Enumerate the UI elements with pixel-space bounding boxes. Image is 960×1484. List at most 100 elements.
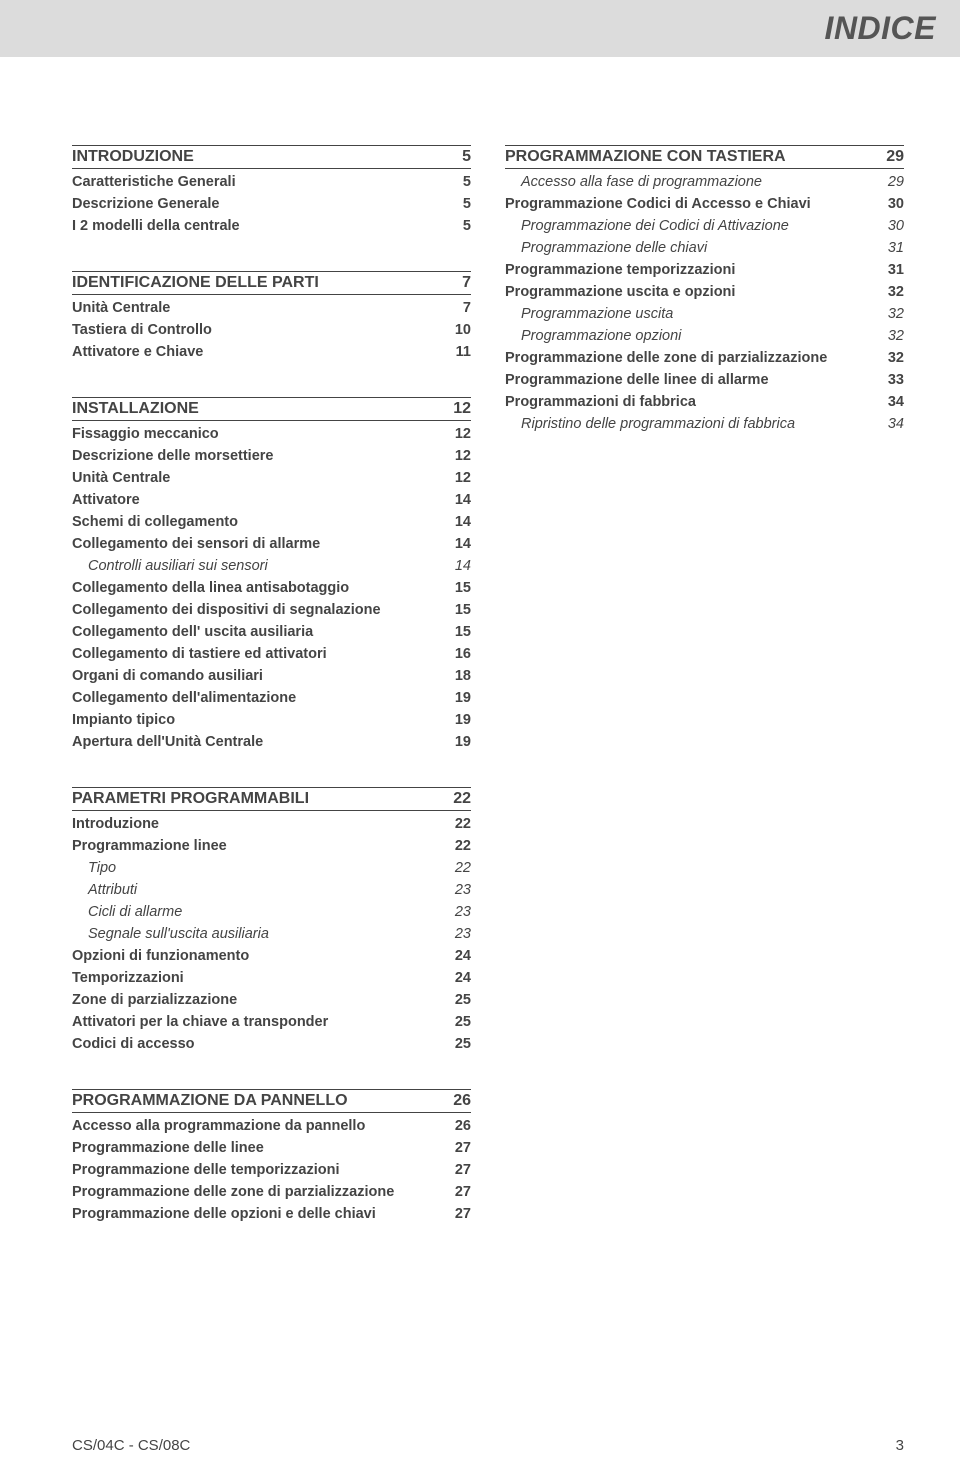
toc-row-page: 27: [443, 1182, 471, 1202]
toc-section-head: PROGRAMMAZIONE CON TASTIERA 29: [505, 145, 904, 169]
toc-row-page: 24: [443, 946, 471, 966]
toc-row: Introduzione22: [72, 813, 471, 835]
toc-row-page: 14: [443, 556, 471, 576]
toc-row: Attivatore e Chiave 11: [72, 341, 471, 363]
toc-row-label: Attivatore e Chiave: [72, 342, 203, 362]
toc-section-label: PROGRAMMAZIONE CON TASTIERA: [505, 148, 786, 166]
toc-row: Programmazione delle linee27: [72, 1137, 471, 1159]
toc-row-label: Apertura dell'Unità Centrale: [72, 732, 263, 752]
toc-row-page: 32: [876, 304, 904, 324]
toc-row: Programmazione delle linee di allarme33: [505, 369, 904, 391]
toc-row-page: 23: [443, 924, 471, 944]
left-column: INTRODUZIONE5Caratteristiche Generali5De…: [72, 145, 471, 1259]
toc-section-label: INSTALLAZIONE: [72, 400, 199, 418]
toc-row-label: Schemi di collegamento: [72, 512, 238, 532]
toc-row-page: 16: [443, 644, 471, 664]
toc-row: Attivatore14: [72, 489, 471, 511]
toc-section-label: PARAMETRI PROGRAMMABILI: [72, 790, 309, 808]
toc-row-label: Unità Centrale: [72, 468, 170, 488]
toc-row-page: 31: [876, 260, 904, 280]
toc-row: Programmazione uscita e opzioni32: [505, 281, 904, 303]
toc-row-label: Programmazione dei Codici di Attivazione: [521, 216, 789, 236]
toc-row-page: 22: [443, 858, 471, 878]
toc-row-page: 15: [443, 622, 471, 642]
toc-row-label: Attributi: [88, 880, 137, 900]
toc-section: IDENTIFICAZIONE DELLE PARTI7Unità Centra…: [72, 271, 471, 363]
toc-row: Programmazione delle zone di parzializza…: [72, 1181, 471, 1203]
toc-section-page: 7: [443, 274, 471, 292]
toc-row-page: 24: [443, 968, 471, 988]
toc-row-page: 25: [443, 1012, 471, 1032]
toc-row: Collegamento dell'alimentazione19: [72, 687, 471, 709]
toc-row-page: 23: [443, 880, 471, 900]
title-bar: INDICE: [0, 0, 960, 57]
toc-row-page: 15: [443, 578, 471, 598]
page: INDICE INTRODUZIONE5Caratteristiche Gene…: [0, 0, 960, 1484]
toc-row: Programmazioni di fabbrica34: [505, 391, 904, 413]
page-footer: CS/04C - CS/08C 3: [72, 1437, 904, 1454]
toc-row-label: Codici di accesso: [72, 1034, 195, 1054]
toc-section: PROGRAMMAZIONE DA PANNELLO26Accesso alla…: [72, 1089, 471, 1225]
toc-section-label: IDENTIFICAZIONE DELLE PARTI: [72, 274, 319, 292]
toc-row-label: Programmazione Codici di Accesso e Chiav…: [505, 194, 811, 214]
toc-row-page: 25: [443, 1034, 471, 1054]
toc-row-page: 18: [443, 666, 471, 686]
toc-row-label: I 2 modelli della centrale: [72, 216, 240, 236]
toc-row-page: 19: [443, 732, 471, 752]
toc-row-page: 11: [443, 342, 471, 362]
toc-section: INSTALLAZIONE12Fissaggio meccanico12Desc…: [72, 397, 471, 753]
toc-section: PROGRAMMAZIONE CON TASTIERA 29 Accesso all…: [505, 145, 904, 435]
page-title: INDICE: [0, 10, 936, 47]
toc-row: Accesso alla programmazione da pannello 2…: [72, 1115, 471, 1137]
toc-row: Programmazione opzioni32: [505, 325, 904, 347]
toc-row-page: 27: [443, 1160, 471, 1180]
toc-row-label: Programmazione temporizzazioni: [505, 260, 735, 280]
toc-row-page: 5: [443, 172, 471, 192]
toc-section-head: INSTALLAZIONE12: [72, 397, 471, 421]
toc-row-page: 23: [443, 902, 471, 922]
toc-row-page: 26: [443, 1116, 471, 1136]
toc-section-page: 26: [443, 1092, 471, 1110]
toc-row-label: Descrizione delle morsettiere: [72, 446, 273, 466]
toc-section-head: INTRODUZIONE5: [72, 145, 471, 169]
toc-row-page: 27: [443, 1138, 471, 1158]
toc-row-label: Attivatore: [72, 490, 140, 510]
toc-row-label: Accesso alla fase di programmazione: [521, 172, 762, 192]
toc-row: Programmazione delle temporizzazioni27: [72, 1159, 471, 1181]
toc-row-label: Temporizzazioni: [72, 968, 184, 988]
toc-row: Zone di parzializzazione25: [72, 989, 471, 1011]
toc-row: Fissaggio meccanico12: [72, 423, 471, 445]
toc-row-label: Accesso alla programmazione da pannello: [72, 1116, 365, 1136]
toc-section-head: IDENTIFICAZIONE DELLE PARTI 7: [72, 271, 471, 295]
toc-row-page: 14: [443, 512, 471, 532]
toc-row-label: Attivatori per la chiave a transponder: [72, 1012, 328, 1032]
toc-row-page: 30: [876, 194, 904, 214]
toc-row: Tastiera di Controllo10: [72, 319, 471, 341]
toc-row: Programmazione Codici di Accesso e Chiav…: [505, 193, 904, 215]
toc-row-label: Collegamento dell'alimentazione: [72, 688, 296, 708]
toc-row: Programmazione delle zone di parzializza…: [505, 347, 904, 369]
toc-row: Collegamento della linea antisabotaggio1…: [72, 577, 471, 599]
footer-page-number: 3: [896, 1437, 904, 1454]
toc-row-label: Controlli ausiliari sui sensori: [88, 556, 268, 576]
toc-section-page: 29: [876, 148, 904, 166]
toc-row: Collegamento dei dispositivi di segnalaz…: [72, 599, 471, 621]
toc-row: Programmazione uscita32: [505, 303, 904, 325]
toc-row: Controlli ausiliari sui sensori 14: [72, 555, 471, 577]
toc-row: Ripristino delle programmazioni di fabbr…: [505, 413, 904, 435]
toc-row: Programmazione delle opzioni e delle chi…: [72, 1203, 471, 1225]
toc-row: Cicli di allarme23: [72, 901, 471, 923]
toc-row: Programmazione linee22: [72, 835, 471, 857]
toc-row: Organi di comando ausiliari18: [72, 665, 471, 687]
toc-row-label: Ripristino delle programmazioni di fabbr…: [521, 414, 795, 434]
toc-row: Descrizione delle morsettiere12: [72, 445, 471, 467]
toc-section-page: 22: [443, 790, 471, 808]
toc-row: Programmazione delle chiavi31: [505, 237, 904, 259]
toc-row-label: Programmazione delle opzioni e delle chi…: [72, 1204, 376, 1224]
toc-row-label: Programmazione uscita e opzioni: [505, 282, 735, 302]
toc-row-label: Programmazione opzioni: [521, 326, 681, 346]
toc-row-label: Tipo: [88, 858, 116, 878]
toc-row-label: Programmazione delle chiavi: [521, 238, 707, 258]
toc-section: INTRODUZIONE5Caratteristiche Generali5De…: [72, 145, 471, 237]
toc-row: Accesso alla fase di programmazione29: [505, 171, 904, 193]
